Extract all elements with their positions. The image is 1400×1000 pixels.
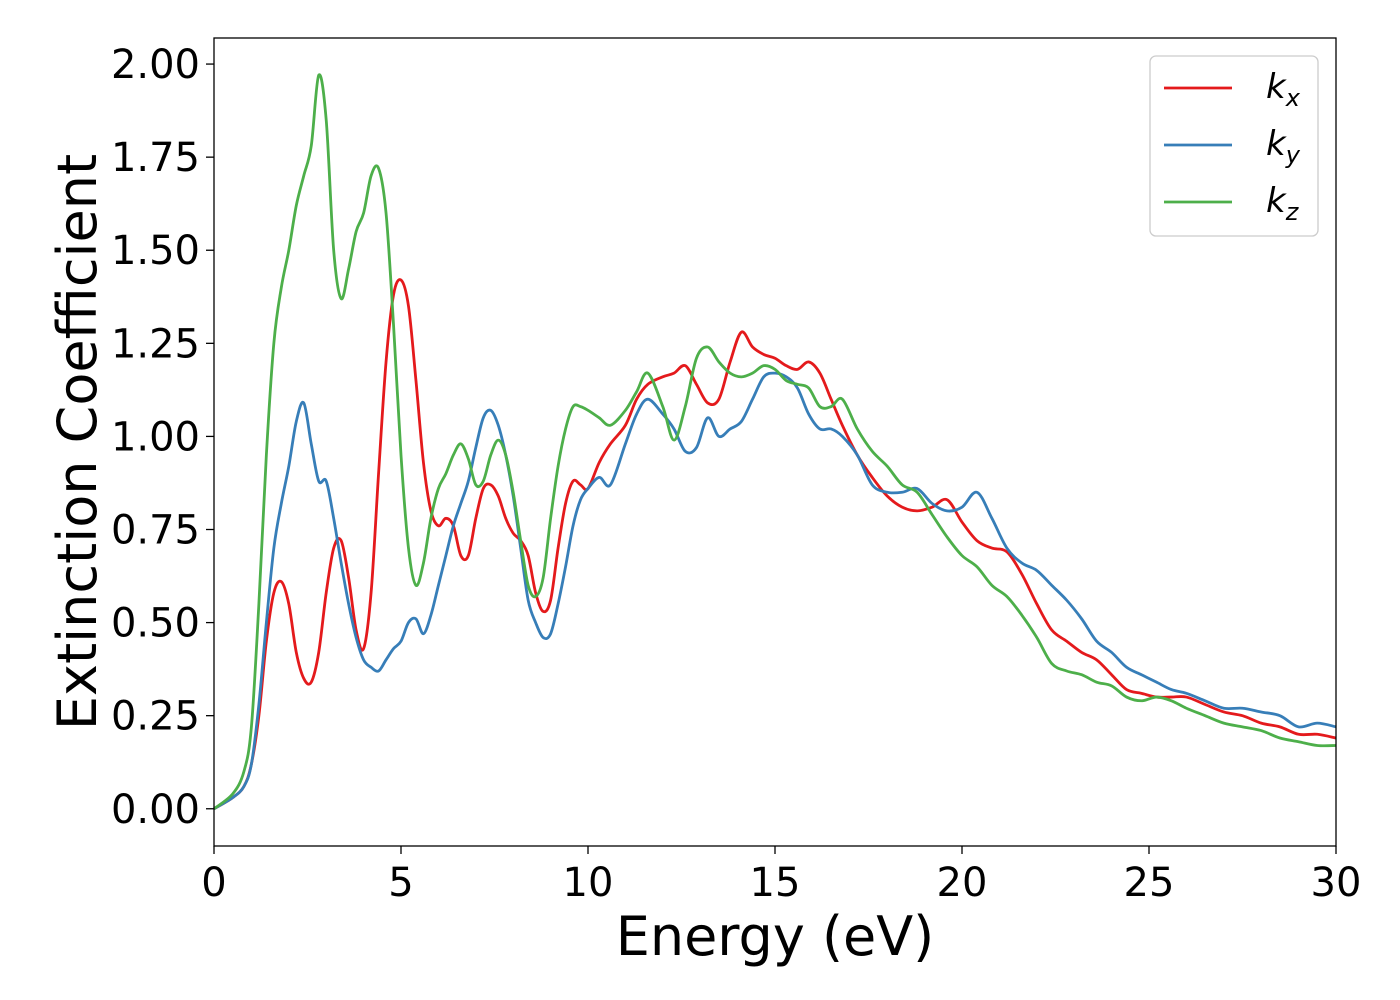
x-tick-label: 20 <box>937 860 988 906</box>
x-axis: 0 5 10 15 20 25 30 <box>201 846 1361 906</box>
legend-label-k-x: kx <box>1266 67 1301 112</box>
legend-box <box>1149 55 1319 237</box>
y-tick-label: 1.50 <box>111 228 200 274</box>
series-line-k-y <box>213 371 1337 810</box>
x-tick-label: 30 <box>1311 860 1362 906</box>
x-tick-label: 5 <box>388 860 413 906</box>
x-tick-label: 15 <box>750 860 801 906</box>
y-axis-label: Extinction Coefficient <box>46 154 109 730</box>
y-tick-label: 1.00 <box>111 414 200 460</box>
legend-label-k-z: kz <box>1266 181 1300 226</box>
series-layer <box>213 73 1337 810</box>
y-tick-label: 0.25 <box>111 694 200 740</box>
series-line-k-z <box>213 73 1337 810</box>
y-tick-label: 1.25 <box>111 321 200 367</box>
legend-label-k-y: ky <box>1266 124 1301 169</box>
legend: kx ky kz <box>1149 55 1319 237</box>
series-line-k-x <box>213 278 1337 810</box>
x-tick-label: 10 <box>563 860 614 906</box>
x-tick-label: 25 <box>1124 860 1175 906</box>
y-tick-label: 0.75 <box>111 508 200 554</box>
y-tick-label: 0.50 <box>111 601 200 647</box>
y-axis: 0.00 0.25 0.50 0.75 1.00 1.25 1.50 1.75 2.00 <box>111 42 214 833</box>
y-tick-label: 1.75 <box>111 135 200 181</box>
y-tick-label: 0.00 <box>111 787 200 833</box>
x-tick-label: 0 <box>201 860 226 906</box>
y-tick-label: 2.00 <box>111 42 200 88</box>
x-axis-label: Energy (eV) <box>616 905 935 968</box>
